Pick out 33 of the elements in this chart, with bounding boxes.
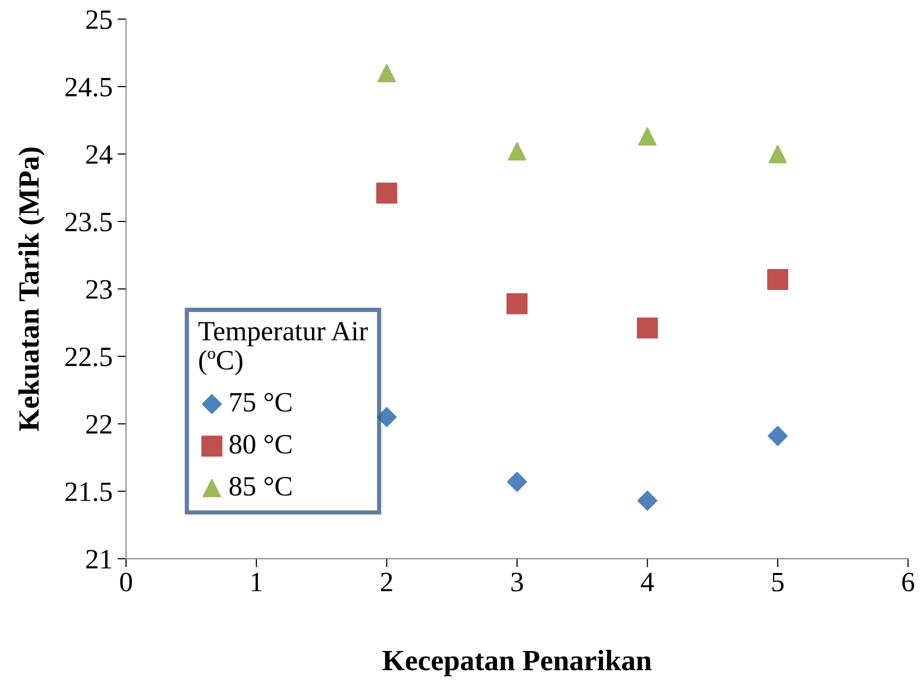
x-tick-label: 2 bbox=[380, 572, 392, 592]
x-tick-label: 3 bbox=[511, 572, 523, 592]
y-tick-label: 25 bbox=[86, 10, 112, 30]
point bbox=[378, 64, 396, 82]
point bbox=[768, 144, 787, 164]
legend-label: 85 °C bbox=[230, 476, 292, 496]
y-axis-title: Kekuatan Tarik (MPa) bbox=[18, 148, 45, 432]
y-tick-label: 23 bbox=[86, 280, 112, 299]
point bbox=[376, 182, 398, 204]
point bbox=[508, 142, 526, 161]
point bbox=[767, 268, 788, 290]
legend-label: 80 °C bbox=[230, 434, 292, 454]
y-tick-label: 21.5 bbox=[65, 482, 112, 502]
x-axis-title: Kecepatan Penarikan bbox=[382, 650, 652, 676]
point bbox=[638, 127, 657, 146]
x-tick-label: 1 bbox=[252, 572, 262, 592]
point bbox=[636, 318, 658, 339]
legend-label: 75 °C bbox=[230, 392, 292, 412]
y-tick-label: 23.5 bbox=[65, 212, 112, 232]
point bbox=[768, 426, 788, 446]
x-tick-label: 6 bbox=[902, 572, 914, 592]
y-tick-label: 22 bbox=[86, 415, 112, 434]
legend-title: Temperatur Air (ºC) bbox=[198, 322, 368, 376]
y-tick-label: 24.5 bbox=[65, 78, 112, 97]
x-tick-label: 5 bbox=[772, 572, 784, 592]
y-tick-label: 21 bbox=[86, 550, 112, 568]
point bbox=[637, 490, 658, 511]
point bbox=[507, 472, 528, 492]
point bbox=[506, 293, 528, 314]
y-tick-label: 24 bbox=[86, 145, 112, 164]
x-tick-label: 0 bbox=[120, 572, 132, 592]
x-tick-label: 4 bbox=[640, 572, 654, 592]
y-tick-label: 22.5 bbox=[65, 348, 112, 366]
